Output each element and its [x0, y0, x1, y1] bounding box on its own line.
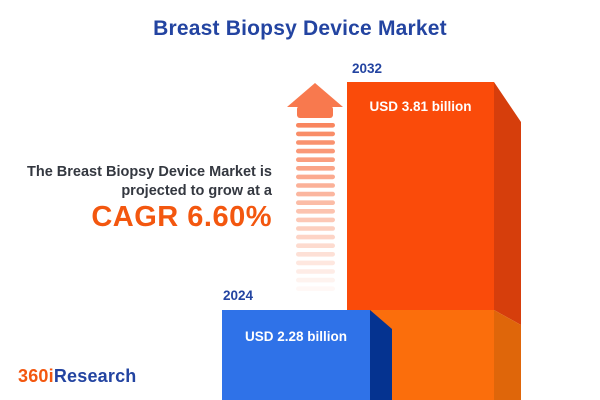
bar-2032-front-top — [347, 82, 494, 310]
bar-2024-year-label: 2024 — [223, 288, 254, 303]
bar-2032-side-bottom — [494, 310, 521, 400]
arrow-head-icon — [287, 83, 343, 107]
bar-2024-front — [222, 310, 370, 400]
description-line-1: The Breast Biopsy Device Market is — [27, 164, 272, 180]
description-line-2: projected to grow at a — [121, 183, 272, 199]
chart-title: Breast Biopsy Device Market — [153, 17, 447, 40]
arrow-shaft-cap — [297, 106, 333, 118]
growth-arrow-icon — [287, 83, 343, 291]
logo-suffix-research: Research — [53, 366, 137, 386]
bar-2024-side — [370, 310, 392, 400]
bar-2024 — [222, 310, 392, 400]
logo-prefix-360i: 360i — [18, 366, 54, 386]
description-text: The Breast Biopsy Device Market is proje… — [27, 163, 272, 201]
arrow-stripes — [296, 123, 335, 291]
cagr-value: CAGR 6.60% — [91, 201, 272, 233]
bar-2032-value-label: USD 3.81 billion — [369, 99, 472, 114]
brand-logo: 360iResearch — [18, 366, 137, 387]
bar-2032-year-label: 2032 — [352, 61, 383, 76]
bar-2024-value-label: USD 2.28 billion — [244, 329, 348, 344]
bar-2032-side-top — [494, 82, 521, 325]
